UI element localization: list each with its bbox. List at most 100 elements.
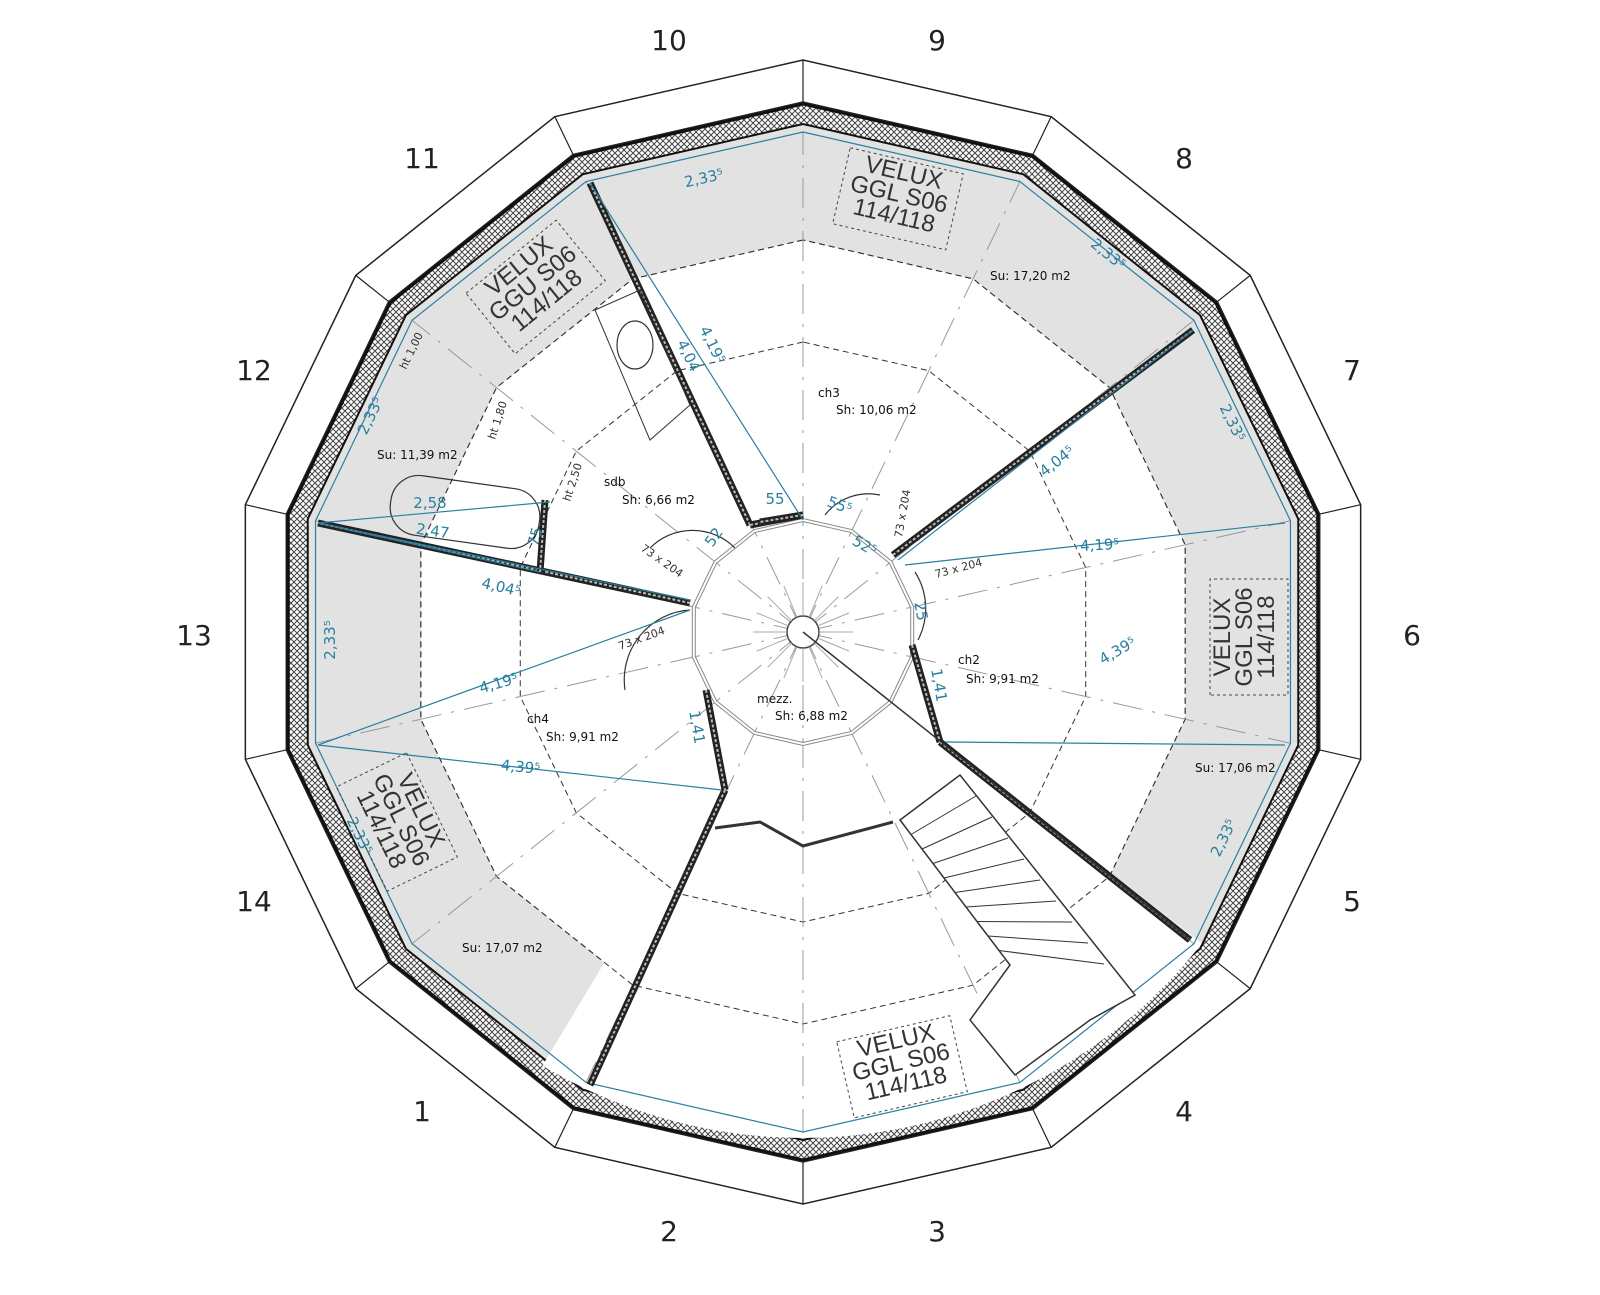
segment-number: 3	[928, 1215, 946, 1248]
center-ray	[767, 596, 793, 622]
dimension-label: 25	[910, 600, 931, 622]
segment-number: 12	[236, 354, 272, 387]
dimension-label: 2,33⁵	[321, 620, 339, 659]
mezz-edge-line	[802, 631, 1191, 941]
segment-number: 8	[1175, 142, 1193, 175]
center-ray	[813, 642, 839, 668]
dimension-line	[317, 744, 723, 791]
segment-numbers: 1 2 3 4 5 6 7 8 9 10 11 12 13 14	[176, 24, 1421, 1248]
mezz-railing	[714, 820, 894, 848]
dimension-label: 1,41	[685, 709, 709, 745]
center-ray	[783, 646, 798, 679]
vanity-unit	[594, 289, 691, 441]
door-swing-ch2	[914, 571, 927, 641]
center-ray	[817, 612, 850, 627]
roof-segment-line	[1319, 504, 1361, 515]
center-ray	[808, 646, 823, 679]
roof-segment-line	[245, 504, 287, 515]
velux-window-14: VELUX GGL S06 114/118	[335, 752, 459, 892]
segment-number: 9	[928, 24, 946, 57]
dimension-line	[317, 522, 691, 601]
roof-segment-line	[355, 961, 390, 990]
interior-wall-core	[759, 514, 804, 523]
roof-segment-line	[1216, 274, 1251, 303]
stair-step	[976, 921, 1073, 923]
room-area-ch3: Sh: 10,06 m2	[836, 403, 917, 417]
stair-step	[987, 935, 1089, 944]
roof-segment-line	[1032, 116, 1052, 155]
interior-wall-core	[589, 789, 726, 1086]
center-ray	[756, 637, 789, 652]
segment-number: 5	[1343, 885, 1361, 918]
usable-area-ne: Su: 17,20 m2	[990, 269, 1071, 283]
center-ray	[756, 612, 789, 627]
stair-step	[899, 774, 961, 821]
dimension-line	[944, 741, 1286, 746]
dimension-label: 75	[524, 525, 546, 548]
perimeter-dimension-line	[314, 131, 1292, 1133]
staircase	[898, 773, 1137, 1077]
stair-step	[965, 900, 1057, 908]
roof-segment-line	[1216, 961, 1251, 990]
velux-window-6: VELUX GGL S06 114/118	[1209, 578, 1289, 696]
room-name-sdb: sdb	[604, 475, 626, 489]
roof-segment-line	[1319, 749, 1361, 760]
interior-wall-core	[911, 644, 941, 743]
stair-step	[998, 950, 1105, 965]
center-opening-inner	[692, 518, 914, 746]
segment-number: 13	[176, 619, 212, 652]
room-labels: sdb Sh: 6,66 m2 ch3 Sh: 10,06 m2 ch2 Sh:…	[377, 269, 1276, 955]
stair-step	[932, 837, 1009, 864]
usable-area-e: Su: 17,06 m2	[1195, 761, 1276, 775]
room-area-sdb: Sh: 6,66 m2	[622, 493, 695, 507]
dimension-label: 1,41	[927, 667, 951, 703]
svg-text:GGL S06: GGL S06	[1231, 587, 1258, 686]
room-name-mezz: mezz.	[757, 692, 792, 706]
interior-wall-core	[705, 689, 726, 791]
stair-step	[921, 816, 993, 850]
stair-step	[910, 795, 977, 835]
dimension-line	[904, 522, 1286, 566]
roof-segment-line	[245, 749, 287, 760]
velux-window-9: VELUX GGL S06 114/118	[832, 147, 964, 251]
center-ray	[767, 642, 793, 668]
dimension-label: 4,39⁵	[500, 756, 541, 778]
usable-area-nw: Su: 11,39 m2	[377, 448, 458, 462]
interior-wall-core	[589, 182, 751, 526]
segment-number: 11	[404, 142, 440, 175]
dimension-line	[317, 609, 691, 746]
svg-text:114/118: 114/118	[1253, 595, 1280, 678]
room-area-mezz: Sh: 6,88 m2	[775, 709, 848, 723]
room-area-ch2: Sh: 9,91 m2	[966, 672, 1039, 686]
center-ray	[783, 585, 798, 618]
segment-number: 2	[660, 1215, 678, 1248]
dimension-label: 55	[765, 490, 784, 508]
dimension-label: 2,58	[413, 494, 446, 512]
dimension-line	[589, 182, 804, 521]
center-ray	[817, 637, 850, 652]
interior-wall-core	[892, 329, 1194, 556]
usable-area-sw: Su: 17,07 m2	[462, 941, 543, 955]
room-area-ch4: Sh: 9,91 m2	[546, 730, 619, 744]
door-swing-ch4	[623, 609, 691, 691]
center-ray	[813, 596, 839, 622]
segment-number: 6	[1403, 619, 1421, 652]
dimension-line	[317, 501, 551, 524]
roof-segment-line	[1032, 1109, 1052, 1148]
center-ray	[808, 585, 823, 618]
stair-step	[943, 858, 1025, 879]
roof-segment-line	[554, 116, 574, 155]
segment-number: 7	[1343, 354, 1361, 387]
stair-step	[954, 879, 1041, 893]
plan-geometry	[244, 59, 1362, 1205]
dimension-line	[897, 329, 1194, 561]
room-name-ch3: ch3	[818, 386, 840, 400]
svg-text:VELUX: VELUX	[1209, 598, 1236, 677]
door-swing-ch3	[824, 493, 881, 516]
dimension-label: 4,19⁵	[1080, 535, 1120, 555]
room-name-ch4: ch4	[527, 712, 549, 726]
segment-number: 1	[413, 1095, 431, 1128]
roof-segment-line	[554, 1109, 574, 1148]
interior-wall-core	[539, 499, 546, 573]
roof-segment-line	[355, 274, 390, 303]
